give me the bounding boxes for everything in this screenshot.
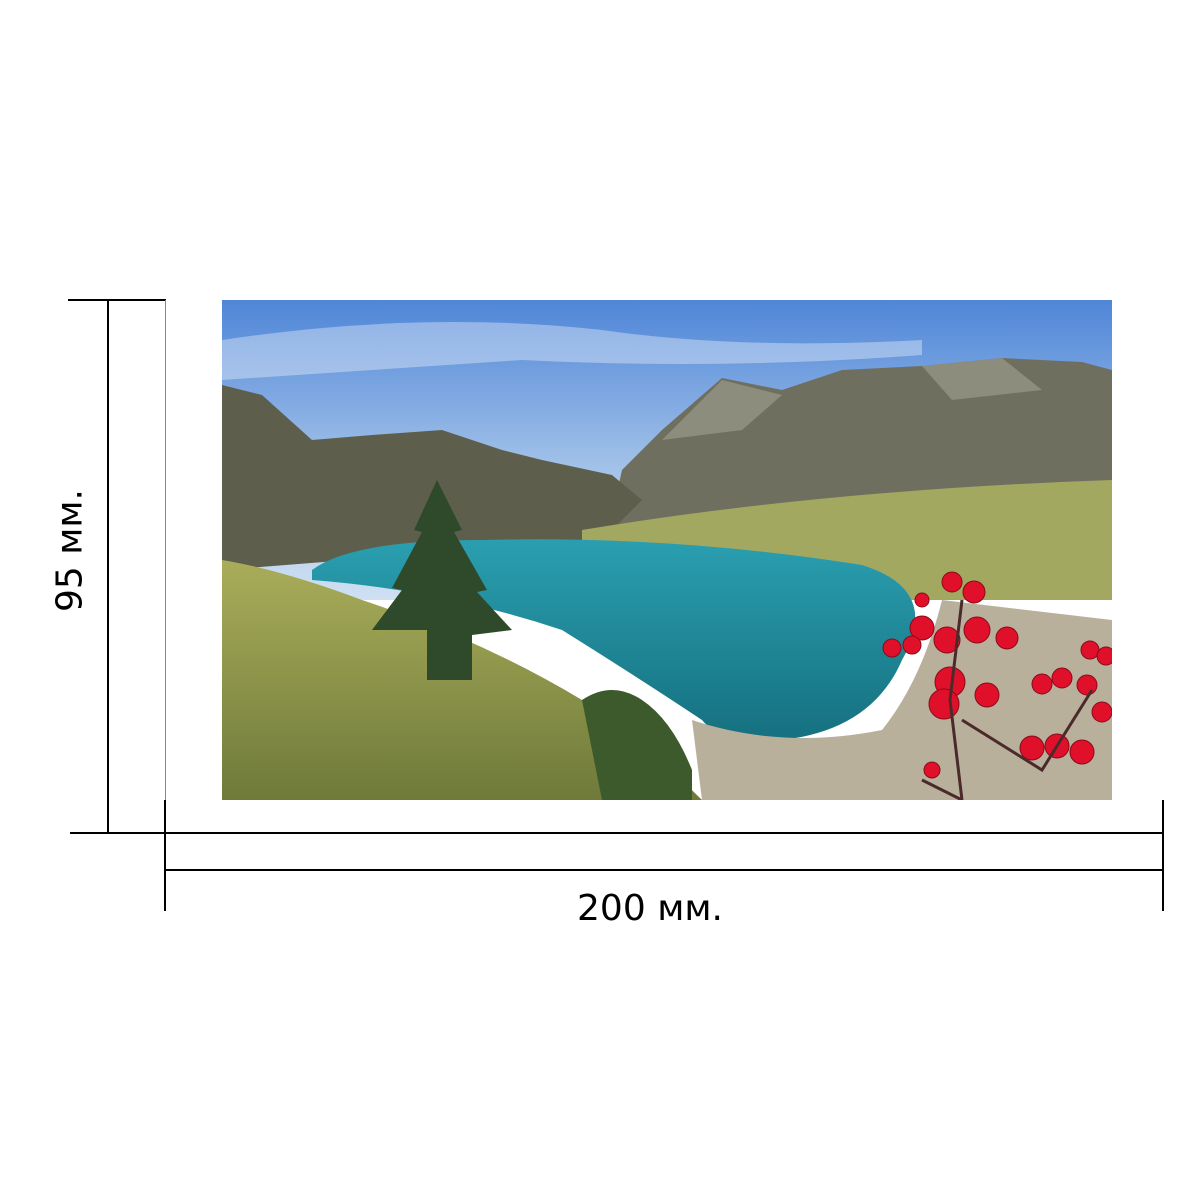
red-berries: [882, 571, 1112, 779]
berry-branches: [921, 599, 1094, 800]
height-label: 95 мм.: [49, 489, 91, 613]
height-top-extension-line: [68, 299, 166, 301]
landscape-photo: [222, 300, 1112, 800]
panel-bottom-edge: [166, 832, 1164, 834]
height-bottom-extension-line: [70, 832, 166, 834]
width-dimension-line: [166, 869, 1164, 871]
mountains-left: [222, 385, 642, 570]
width-left-extension-line: [164, 800, 166, 911]
mountain-highlights: [662, 358, 1042, 440]
pine-tree: [372, 480, 512, 680]
width-label: 200 мм.: [577, 888, 723, 929]
height-dimension-line: [107, 300, 109, 833]
panel-left-edge: [165, 300, 166, 833]
shrubs: [582, 690, 692, 800]
shore: [692, 600, 1112, 800]
wispy-clouds: [222, 322, 922, 380]
width-right-extension-line: [1162, 800, 1164, 911]
